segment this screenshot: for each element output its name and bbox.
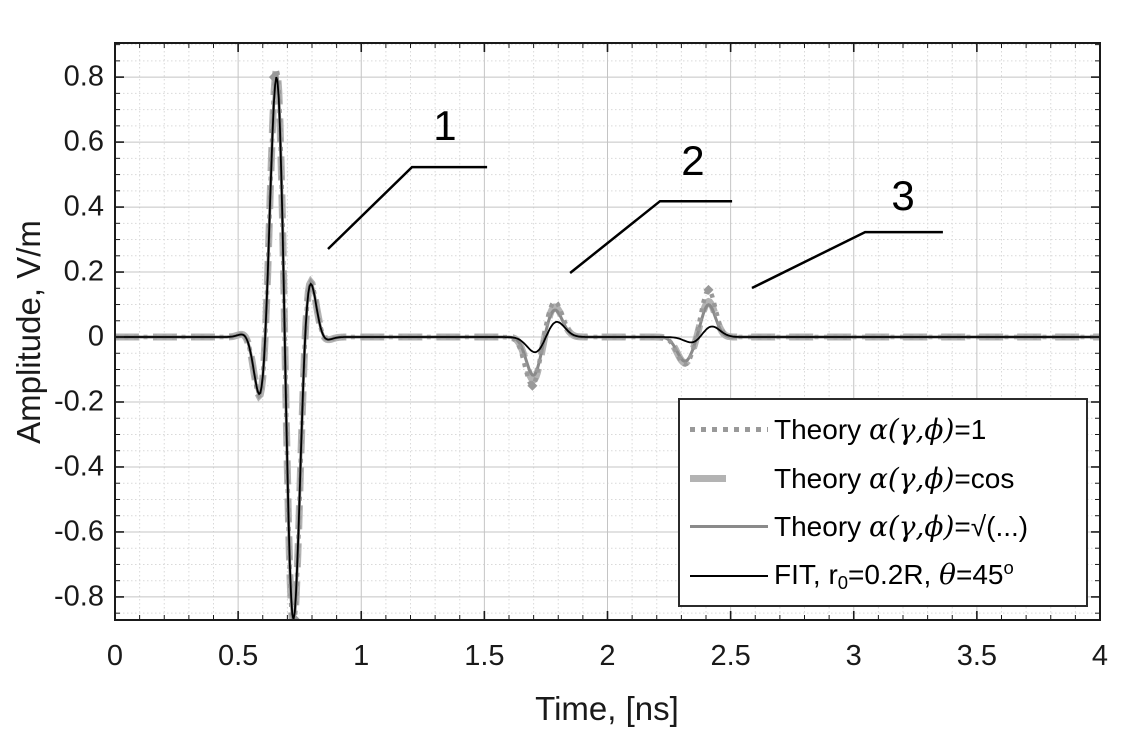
legend-label-segment: α(γ,ϕ): [868, 412, 955, 446]
x-tick-label: 3.5: [956, 640, 998, 672]
x-tick-label: 3: [845, 640, 862, 672]
legend-label-segment: =1: [954, 413, 987, 445]
x-tick-label: 1: [353, 640, 370, 672]
legend-swatch-dotted-line: [690, 426, 768, 432]
annotation-label-3: 3: [891, 172, 915, 220]
legend-item-fit: FIT, r0=0.2R, θ=45o: [690, 553, 1082, 599]
legend-label-segment: θ: [939, 558, 956, 592]
y-tick-label: -0.8: [54, 580, 104, 613]
x-tick-label: 4: [1091, 640, 1109, 672]
x-tick-label: 1.5: [464, 640, 505, 672]
legend-label-segment: Theory: [774, 462, 869, 494]
legend-swatch-dashed-line: [690, 474, 768, 482]
legend-item-theory-1: Theory α(γ,ϕ)=1: [690, 406, 1082, 452]
legend-label: Theory α(γ,ϕ)=cos: [774, 462, 1014, 495]
legend-swatch-gray-line: [690, 525, 768, 529]
legend-label-segment: =cos: [954, 462, 1015, 494]
x-tick-label: 0.5: [217, 640, 259, 672]
y-tick-label: -0.4: [54, 450, 104, 483]
y-tick-label: 0.2: [63, 255, 104, 288]
legend-label-segment: Theory: [774, 413, 869, 445]
y-tick-label: -0.2: [54, 385, 104, 418]
legend: Theory α(γ,ϕ)=1 Theory α(γ,ϕ)=cos Theory…: [678, 398, 1088, 607]
legend-swatch-black-line: [690, 574, 768, 577]
legend-item-theory-cos: Theory α(γ,ϕ)=cos: [690, 455, 1082, 501]
legend-label-segment: =√(...): [954, 511, 1029, 543]
y-tick-label: 0.6: [63, 125, 104, 158]
legend-label-segment: Theory: [774, 511, 869, 543]
x-tick-label: 2: [599, 640, 616, 672]
legend-label: Theory α(γ,ϕ)=√(...): [774, 510, 1028, 543]
legend-label-segment: =0.2R,: [848, 559, 940, 591]
legend-item-theory-sqrt: Theory α(γ,ϕ)=√(...): [690, 504, 1082, 550]
y-tick-label: 0.8: [63, 60, 104, 93]
legend-label-segment: o: [1003, 557, 1014, 579]
legend-label-segment: α(γ,ϕ): [868, 510, 955, 544]
legend-label: Theory α(γ,ϕ)=1: [774, 413, 986, 446]
x-axis-title: Time, [ns]: [535, 690, 679, 727]
x-tick-label: 2.5: [710, 640, 751, 672]
legend-label-segment: FIT, r: [774, 559, 838, 591]
legend-label-segment: α(γ,ϕ): [868, 461, 955, 495]
annotation-label-1: 1: [433, 102, 457, 150]
legend-label: FIT, r0=0.2R, θ=45o: [774, 557, 1014, 594]
legend-label-segment: 0: [837, 572, 849, 594]
y-tick-label: 0.4: [63, 190, 104, 223]
legend-label-segment: =45: [955, 559, 1004, 591]
y-tick-label: -0.6: [54, 515, 104, 548]
x-tick-label: 0: [106, 640, 124, 672]
annotation-label-2: 2: [681, 136, 705, 184]
y-tick-label: 0: [87, 320, 104, 353]
y-axis-title: Amplitude, V/m: [10, 220, 47, 444]
